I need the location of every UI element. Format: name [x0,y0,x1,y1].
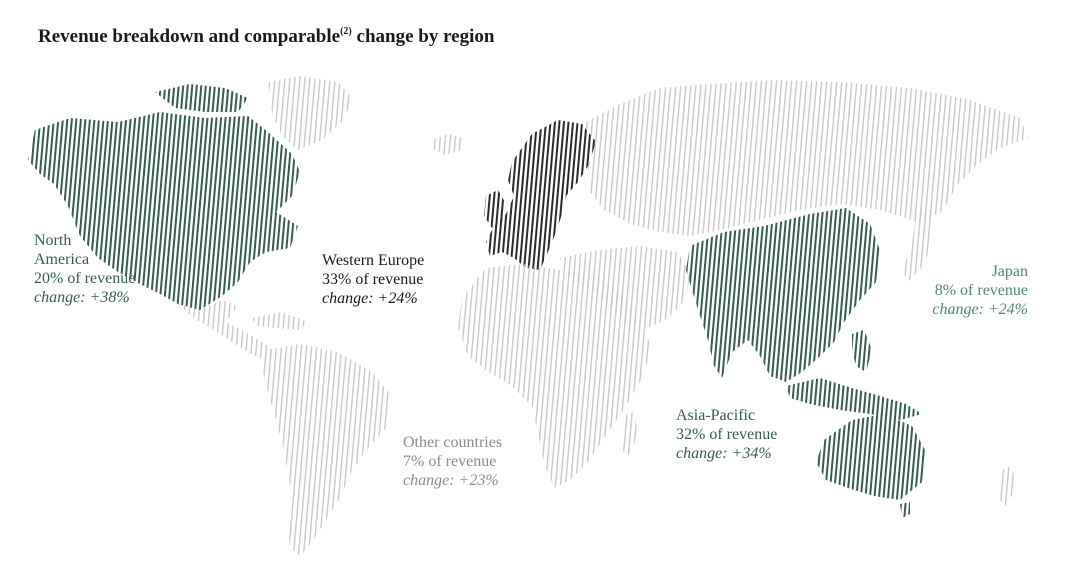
japan-change: change: +24% [932,301,1028,318]
north-america-revenue: 20% of revenue [34,270,136,287]
western-europe-label: Western Europe 33% of revenue change: +2… [322,251,424,308]
tasmania-shape [900,502,910,518]
japan-label: Japan 8% of revenue change: +24% [932,262,1028,319]
other-countries-revenue: 7% of revenue [403,453,497,470]
greenland-shape [268,76,352,150]
japan-revenue: 8% of revenue [934,282,1028,299]
caribbean-shape [252,312,308,330]
north-america-label: North America 20% of revenue change: +38… [34,231,135,307]
asia-pacific-shape [686,208,880,382]
page-title: Revenue breakdown and comparable(2) chan… [38,26,494,48]
australia-shape [816,414,926,500]
western-europe-name: Western Europe [322,252,425,269]
western-europe-revenue: 33% of revenue [322,271,424,288]
western-europe-change: change: +24% [322,290,418,307]
uk-shape [484,190,506,228]
south-america-shape [262,344,392,556]
asia-pacific-change: change: +34% [676,445,772,462]
middle-east-shape [560,246,690,330]
western-europe-shape [486,120,596,270]
north-america-name-line2: America [34,251,90,268]
southeast-asia-islands-shape [786,378,922,420]
asia-pacific-label: Asia-Pacific 32% of revenue change: +34% [676,406,777,463]
other-countries-name: Other countries [403,434,503,451]
other-countries-label: Other countries 7% of revenue change: +2… [403,433,502,490]
new-zealand-shape [998,466,1016,506]
asia-pacific-revenue: 32% of revenue [676,426,778,443]
north-america-name-line1: North [34,232,72,249]
africa-shape [458,264,652,488]
northern-asia-shape [582,80,1028,236]
madagascar-shape [621,412,638,456]
north-america-change: change: +38% [34,289,130,306]
other-countries-change: change: +23% [403,472,499,489]
title-superscript: (2) [340,26,352,37]
arctic-islands-shape [155,84,248,112]
central-america-shape [178,300,276,362]
north-america-shape [28,112,300,310]
philippines-shape [852,330,872,372]
japan-shape [902,206,934,282]
japan-name: Japan [991,263,1028,280]
title-main: Revenue breakdown and comparable [38,26,341,47]
title-suffix: change by region [356,26,495,47]
asia-pacific-name: Asia-Pacific [676,407,756,424]
iceland-shape [433,134,463,155]
